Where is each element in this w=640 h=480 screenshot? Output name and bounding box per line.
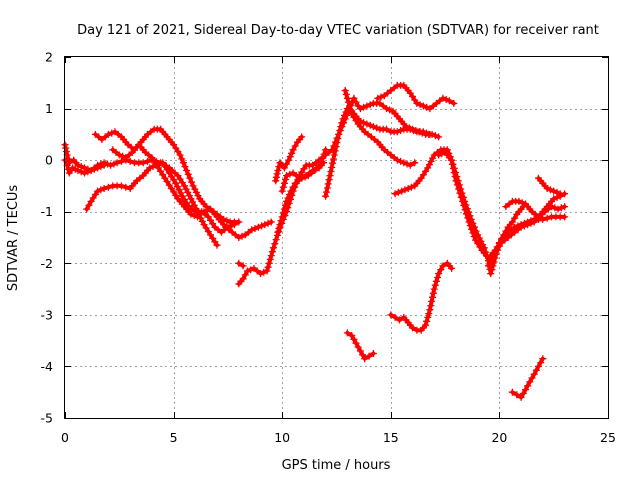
axis-ticks: 0 5 10 15 20 25 -5 -4 -3 -2 -1 0 1 2 (41, 50, 616, 446)
series-markers (109, 141, 243, 226)
series-track-19 (535, 174, 564, 198)
grid (65, 57, 608, 418)
series-track-2 (61, 156, 108, 177)
x-tick-label: 5 (170, 430, 178, 445)
series-markers (356, 99, 443, 141)
series-trace (63, 142, 219, 248)
x-axis-label: GPS time / hours (282, 458, 391, 473)
x-tick-label: 25 (600, 430, 616, 445)
x-tick-label: 15 (383, 430, 399, 445)
series-track-7 (235, 259, 247, 270)
data-series (61, 81, 569, 401)
series-track-18 (502, 197, 569, 221)
series-markers (508, 355, 547, 401)
y-axis-label: SDTVAR / TECUs (6, 185, 21, 292)
y-tick-label: -3 (41, 307, 53, 322)
series-track-16 (435, 148, 529, 278)
series-track-21 (387, 259, 456, 334)
y-tick-label: -2 (41, 256, 53, 271)
series-markers (272, 133, 306, 185)
series-markers (278, 159, 327, 195)
series-trace (110, 142, 241, 224)
series-track-14 (356, 99, 443, 141)
series-markers (235, 259, 247, 270)
y-tick-label: 0 (45, 153, 53, 168)
series-markers (387, 259, 456, 334)
chart-title: Day 121 of 2021, Sidereal Day-to-day VTE… (77, 23, 599, 38)
y-tick-label: 2 (45, 50, 53, 65)
x-tick-label: 10 (274, 430, 290, 445)
series-track-20 (343, 329, 377, 363)
series-track-5 (109, 141, 243, 226)
series-markers (343, 329, 377, 363)
series-markers (502, 197, 569, 221)
series-track-9 (272, 133, 306, 185)
x-tick-label: 0 (61, 430, 69, 445)
y-tick-label: -1 (41, 204, 53, 219)
series-markers (341, 87, 419, 169)
series-markers (535, 174, 564, 198)
y-tick-label: -4 (41, 359, 54, 374)
series-track-22 (508, 355, 547, 401)
series-markers (374, 81, 458, 113)
series-track-13 (374, 81, 458, 113)
series-markers (435, 148, 529, 278)
series-track-10 (278, 159, 327, 195)
x-tick-label: 20 (491, 430, 507, 445)
plot-frame (64, 56, 609, 419)
series-track-12 (341, 87, 419, 169)
y-tick-label: 1 (45, 101, 53, 116)
y-tick-label: -5 (41, 411, 53, 426)
